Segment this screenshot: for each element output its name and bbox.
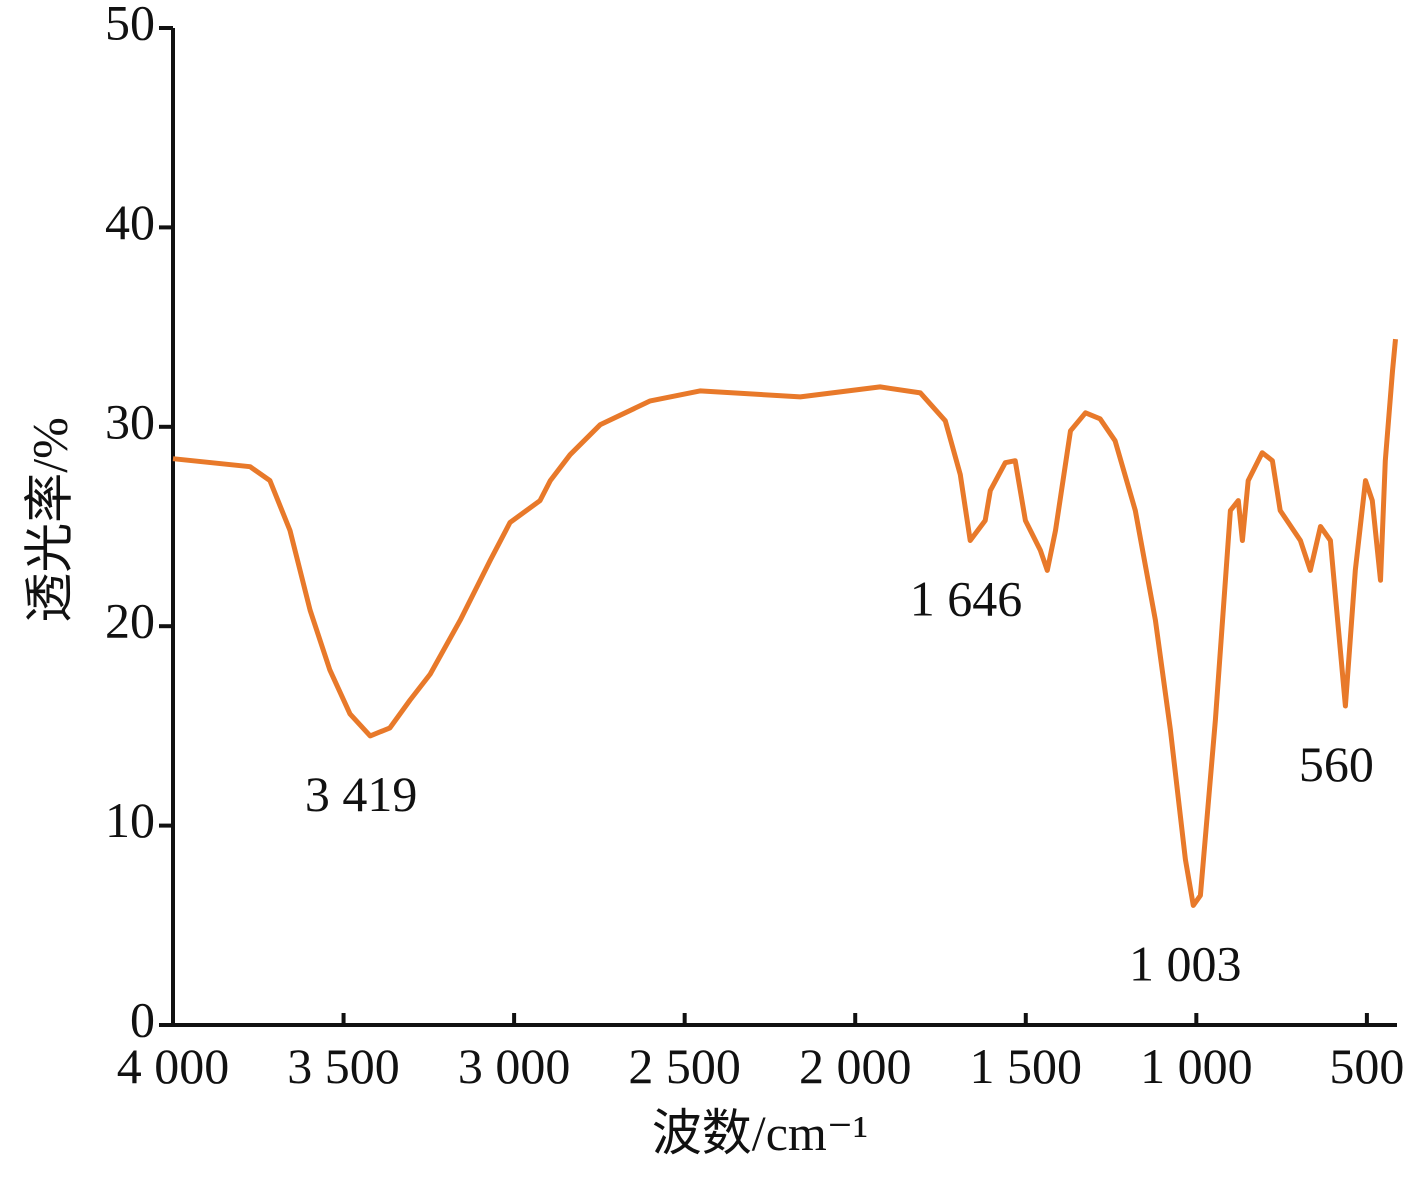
x-axis-label: 波数/cm⁻¹ bbox=[652, 1105, 868, 1161]
y-tick-label: 0 bbox=[130, 991, 155, 1047]
y-tick-label: 20 bbox=[105, 593, 155, 649]
x-tick-label: 2 500 bbox=[628, 1038, 741, 1094]
x-tick-label: 2 000 bbox=[799, 1038, 912, 1094]
peak-annotation: 1 003 bbox=[1129, 935, 1242, 991]
peak-annotation: 3 419 bbox=[305, 766, 418, 822]
peak-annotation: 560 bbox=[1299, 736, 1374, 792]
peak-annotation: 1 646 bbox=[910, 570, 1023, 626]
x-tick-label: 1 500 bbox=[970, 1038, 1083, 1094]
y-tick-label: 10 bbox=[105, 792, 155, 848]
y-tick-label: 50 bbox=[105, 0, 155, 50]
x-tick-label: 3 000 bbox=[458, 1038, 571, 1094]
x-tick-label: 4 000 bbox=[117, 1038, 230, 1094]
axes bbox=[171, 28, 1397, 1027]
x-tick-label: 500 bbox=[1329, 1038, 1404, 1094]
y-tick-label: 40 bbox=[105, 194, 155, 250]
spectrum-line bbox=[172, 338, 1398, 908]
x-tick-label: 1 000 bbox=[1140, 1038, 1253, 1094]
y-axis-label: 透光率/% bbox=[21, 417, 77, 623]
y-tick-label: 30 bbox=[105, 393, 155, 449]
x-tick-label: 3 500 bbox=[287, 1038, 400, 1094]
